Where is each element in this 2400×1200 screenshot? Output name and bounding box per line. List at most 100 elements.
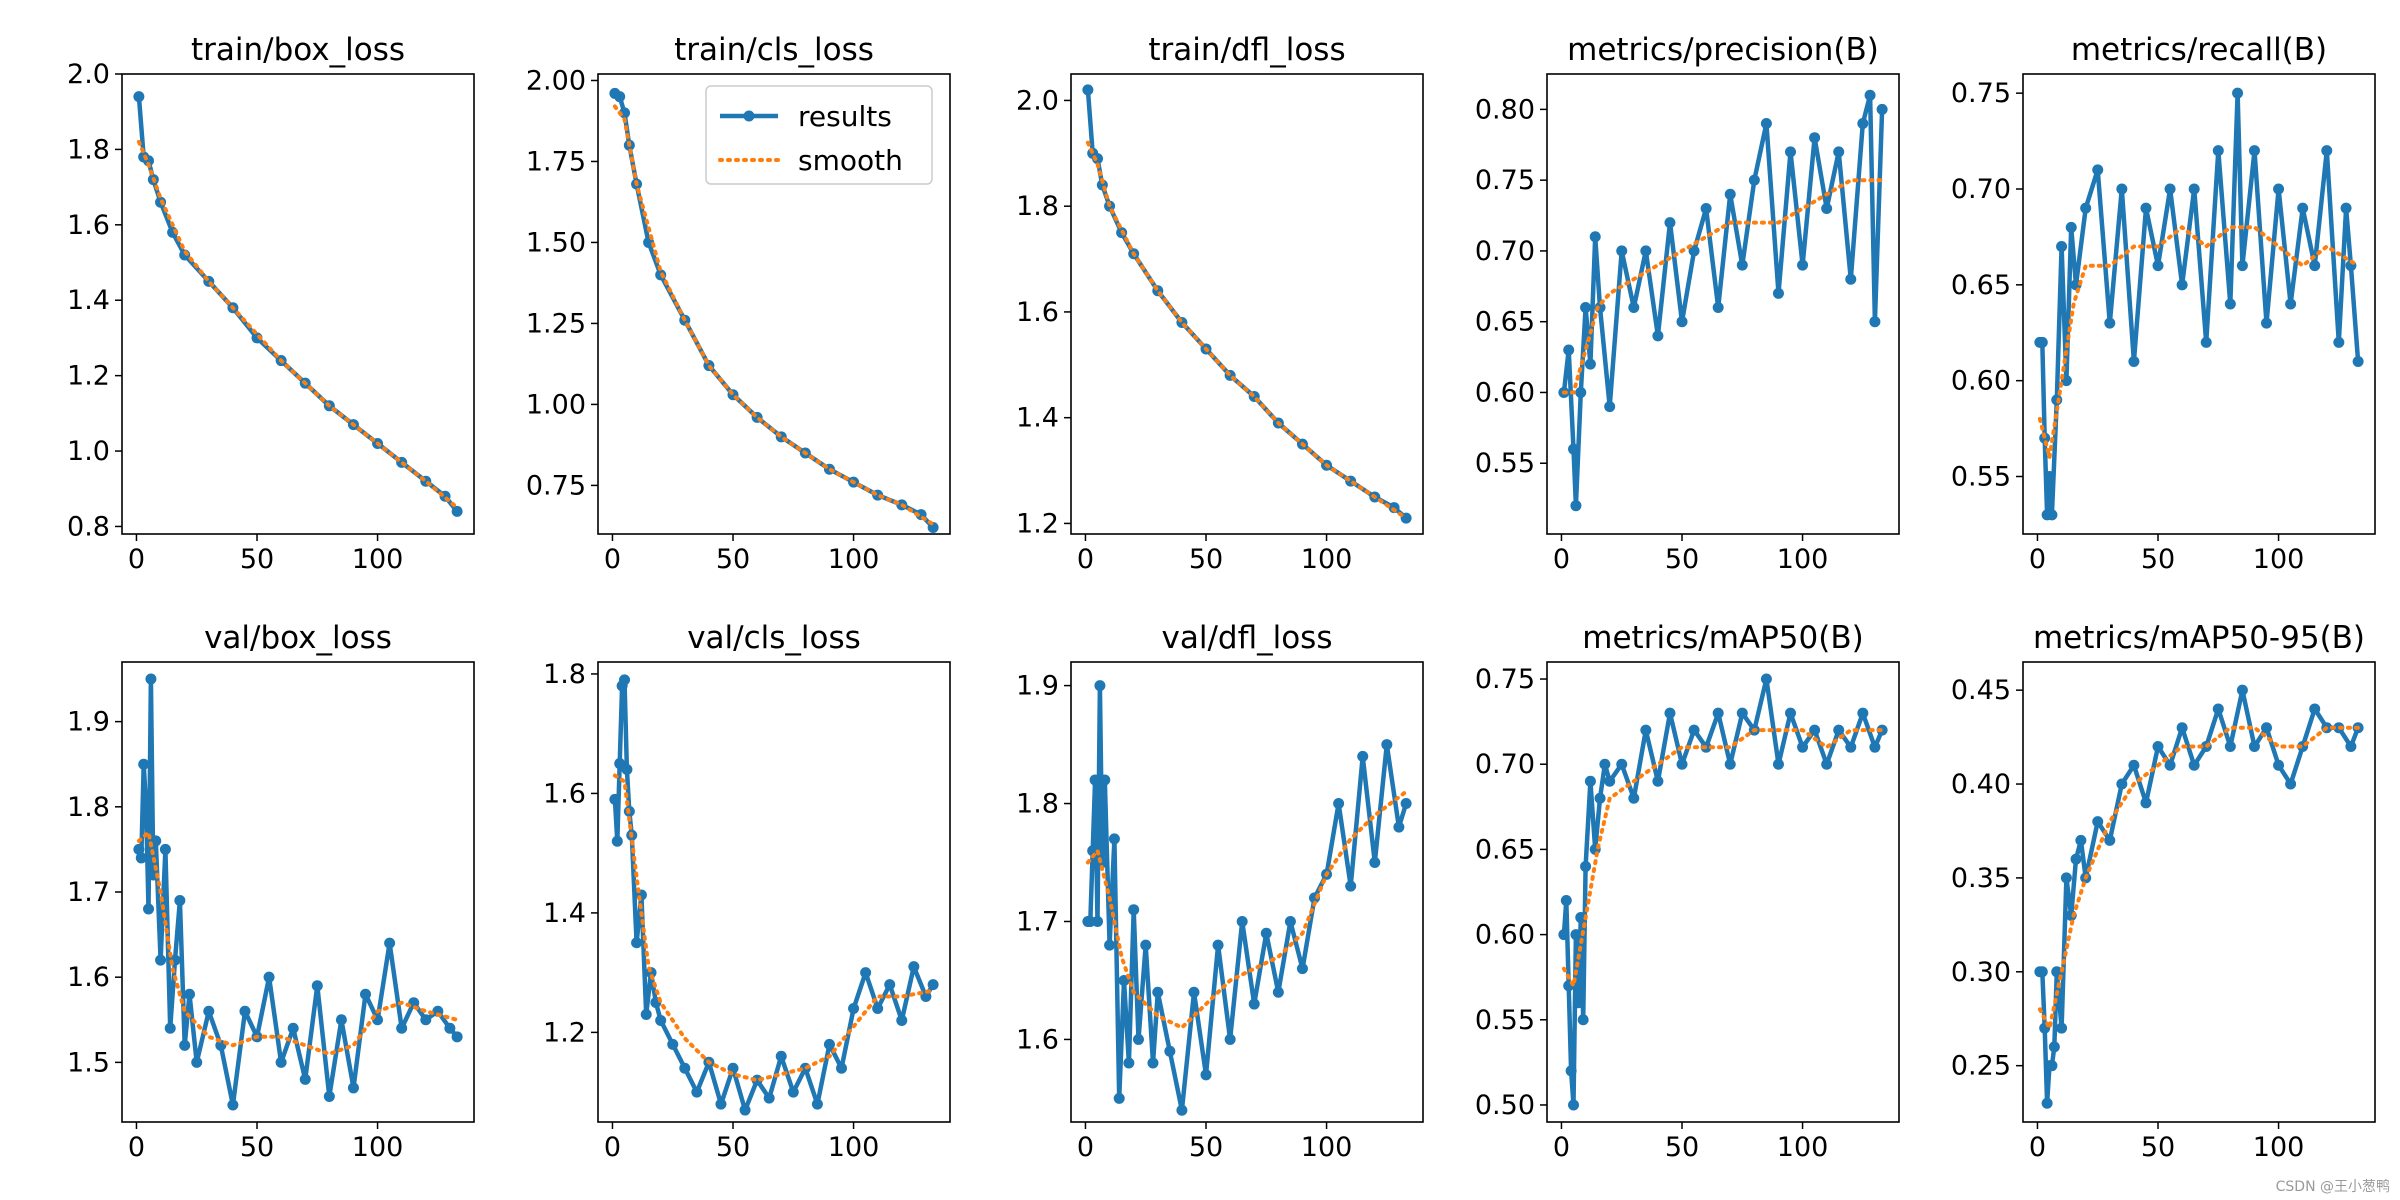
subplot: train/box_loss 0 50 100 0.8 1.0 1.2 1.4 1.6 1.8 2.… xyxy=(67,32,475,575)
results-point xyxy=(2140,202,2152,214)
results-point xyxy=(451,505,463,517)
x-tick-label: 0 xyxy=(2029,1132,2046,1163)
results-point xyxy=(1580,302,1592,314)
axes-frame xyxy=(2022,73,2376,535)
subplot-title: metrics/precision(B) xyxy=(1567,32,1879,68)
results-point xyxy=(1147,1057,1159,1069)
results-point xyxy=(2224,740,2236,752)
results-point xyxy=(2273,183,2285,195)
y-tick-label: 0.25 xyxy=(1951,1051,2011,1082)
results-point xyxy=(691,1086,703,1098)
results-point xyxy=(299,1073,311,1085)
results-point xyxy=(2046,1060,2058,1072)
results-point xyxy=(860,967,872,979)
results-point xyxy=(611,835,623,847)
y-tick-label: 0.35 xyxy=(1951,863,2011,894)
y-tick-label: 1.2 xyxy=(543,1017,586,1048)
results-point xyxy=(1092,915,1104,927)
y-tick-label: 2.0 xyxy=(1016,85,1059,116)
results-point xyxy=(1099,774,1111,786)
results-line xyxy=(2039,687,2361,1106)
y-tick-label: 1.4 xyxy=(1016,403,1059,434)
results-point xyxy=(2056,1022,2068,1034)
results-point xyxy=(1594,792,1606,804)
results-point xyxy=(2046,509,2058,521)
results-point xyxy=(2104,317,2116,329)
x-tick-label: 50 xyxy=(240,544,274,575)
y-tick-label: 2.0 xyxy=(67,59,110,90)
y-tick-label: 1.8 xyxy=(1016,191,1059,222)
results-point xyxy=(2164,759,2176,771)
results-point xyxy=(927,979,939,991)
results-point xyxy=(1212,939,1224,951)
x-tick-label: 0 xyxy=(1077,544,1094,575)
results-point xyxy=(739,1104,751,1116)
y-tick-label: 1.2 xyxy=(1016,508,1059,539)
results-point xyxy=(1736,259,1748,271)
x-tick-label: 50 xyxy=(1189,544,1223,575)
results-point xyxy=(1104,939,1116,951)
results-line xyxy=(136,676,459,1108)
x-tick-label: 50 xyxy=(2141,1132,2175,1163)
x-tick-label: 50 xyxy=(716,544,750,575)
x-tick-label: 100 xyxy=(352,1132,404,1163)
results-point xyxy=(1785,707,1797,719)
results-point xyxy=(2285,778,2297,790)
results-point xyxy=(1833,146,1845,158)
y-tick-label: 0.80 xyxy=(1475,94,1535,125)
results-point xyxy=(640,1008,652,1020)
results-line xyxy=(1087,683,1409,1113)
results-point xyxy=(2176,279,2188,291)
y-tick-label: 0.60 xyxy=(1475,377,1535,408)
x-tick-label: 100 xyxy=(352,544,404,575)
results-point xyxy=(1133,1033,1145,1045)
results-point xyxy=(2333,336,2345,348)
results-point xyxy=(884,979,896,991)
y-tick-label: 1.2 xyxy=(67,361,110,392)
results-point xyxy=(715,1098,727,1110)
results-line xyxy=(1561,92,1885,508)
results-point xyxy=(2248,145,2260,157)
x-tick-label: 0 xyxy=(128,1132,145,1163)
results-point xyxy=(1736,707,1748,719)
results-point xyxy=(2188,759,2200,771)
y-tick-label: 1.8 xyxy=(67,134,110,165)
results-point xyxy=(2224,298,2236,310)
results-line xyxy=(136,96,459,513)
results-point xyxy=(2036,336,2048,348)
subplot-title: metrics/mAP50-95(B) xyxy=(2033,620,2365,656)
results-point xyxy=(1236,915,1248,927)
axes-frame xyxy=(121,661,475,1123)
results-point xyxy=(1565,1065,1577,1077)
results-point xyxy=(2261,317,2273,329)
results-point xyxy=(2051,966,2063,978)
results-point xyxy=(1580,860,1592,872)
results-point xyxy=(2340,202,2352,214)
y-tick-label: 1.6 xyxy=(1016,297,1059,328)
results-point xyxy=(2236,684,2248,696)
axes-frame xyxy=(1546,661,1900,1123)
results-point xyxy=(1560,895,1572,907)
subplot: metrics/precision(B) 0 50 100 0.55 0.60 0.65 0.… xyxy=(1475,32,1900,575)
smooth-line xyxy=(2037,725,2361,1035)
legend-label: smooth xyxy=(798,144,903,177)
y-tick-label: 0.75 xyxy=(1951,78,2011,109)
y-tick-label: 0.70 xyxy=(1951,174,2011,205)
results-point xyxy=(2065,221,2077,233)
y-tick-label: 1.7 xyxy=(1016,906,1059,937)
results-point xyxy=(1688,245,1700,257)
y-tick-label: 1.4 xyxy=(67,285,110,316)
results-point xyxy=(1089,774,1101,786)
x-tick-label: 100 xyxy=(828,1132,880,1163)
results-point xyxy=(2212,145,2224,157)
results-point xyxy=(1628,792,1640,804)
results-point xyxy=(1575,912,1587,924)
results-point xyxy=(1584,775,1596,787)
results-point xyxy=(2212,703,2224,715)
results-point xyxy=(360,988,372,1000)
results-point xyxy=(631,937,643,949)
smooth-line xyxy=(1085,140,1409,521)
x-tick-label: 100 xyxy=(1777,1132,1829,1163)
x-tick-label: 0 xyxy=(1553,544,1570,575)
axes-frame xyxy=(1070,661,1424,1123)
